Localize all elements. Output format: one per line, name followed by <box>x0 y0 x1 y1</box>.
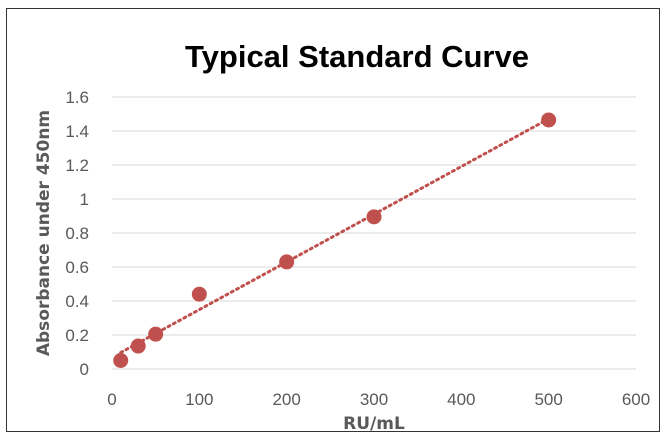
data-point-4 <box>279 254 295 270</box>
x-tick-label: 600 <box>622 390 650 409</box>
trendline <box>119 117 551 355</box>
x-tick-label: 300 <box>360 390 388 409</box>
x-tick-label: 100 <box>185 390 213 409</box>
y-axis-title: Absorbance under 450nm <box>34 110 54 356</box>
y-axis-ticks: 0 0.2 0.4 0.6 0.8 1 1.2 1.4 1.6 <box>65 88 89 379</box>
y-tick-label: 1.6 <box>65 88 89 107</box>
y-tick-label: 0.8 <box>65 224 89 243</box>
data-point-5 <box>366 209 382 225</box>
x-axis-title: RU/mL <box>343 414 405 434</box>
y-tick-label: 1 <box>80 190 89 209</box>
x-tick-label: 400 <box>447 390 475 409</box>
data-points <box>113 112 557 368</box>
x-tick-label: 500 <box>534 390 562 409</box>
x-tick-label: 0 <box>107 390 116 409</box>
y-tick-label: 0.6 <box>65 258 89 277</box>
data-point-1 <box>130 338 146 354</box>
y-tick-label: 1.2 <box>65 156 89 175</box>
data-point-2 <box>148 326 164 342</box>
data-point-0 <box>113 353 129 368</box>
data-point-3 <box>191 286 207 302</box>
x-axis-ticks: 0 100 200 300 400 500 600 <box>107 390 650 409</box>
data-point-6 <box>541 112 557 128</box>
y-tick-label: 0 <box>80 360 89 379</box>
y-tick-label: 1.4 <box>65 122 89 141</box>
y-tick-label: 0.2 <box>65 326 89 345</box>
chart-title: Typical Standard Curve <box>185 39 529 74</box>
y-tick-label: 0.4 <box>65 292 89 311</box>
gridlines <box>112 96 636 370</box>
x-tick-label: 200 <box>272 390 300 409</box>
